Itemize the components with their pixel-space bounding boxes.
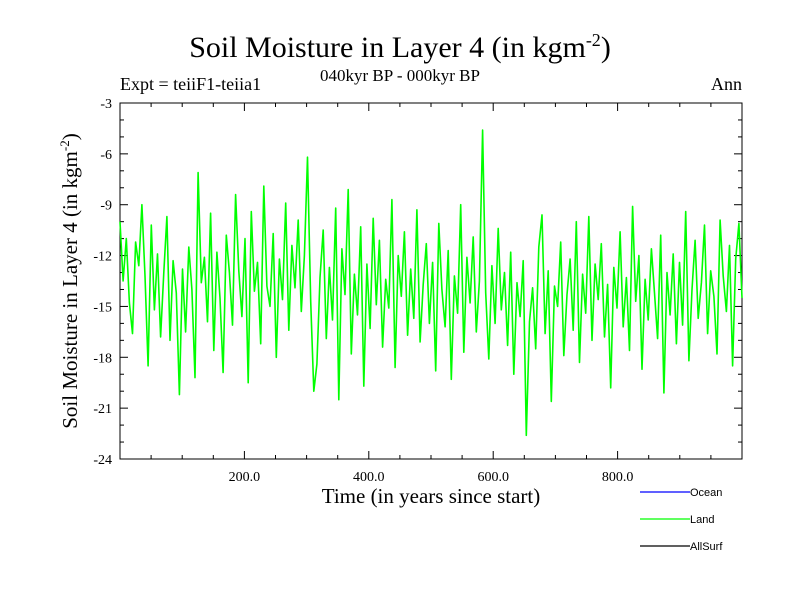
legend-label-allsurf: AllSurf xyxy=(690,541,723,553)
chart-title: Soil Moisture in Layer 4 (in kgm-2) xyxy=(0,30,800,65)
chart-title-close: ) xyxy=(600,31,611,64)
x-axis-label: Time (in years since start) xyxy=(321,484,541,508)
y-tick-label: -24 xyxy=(93,453,112,468)
y-tick-label: -18 xyxy=(93,351,112,366)
x-tick-label: 400.0 xyxy=(353,470,385,485)
legend: Ocean Land AllSurf xyxy=(640,487,723,553)
experiment-label: Expt = teiiF1-teiia1 xyxy=(120,74,262,94)
legend-label-land: Land xyxy=(690,514,714,526)
x-tick-label: 600.0 xyxy=(477,470,509,485)
chart-subtitle: 040kyr BP - 000kyr BP xyxy=(320,66,480,85)
x-tick-label: 800.0 xyxy=(602,470,634,485)
y-tick-label: -3 xyxy=(100,97,112,112)
y-tick-label: -6 xyxy=(100,148,112,163)
chart-title-exponent: -2 xyxy=(585,30,601,50)
axis-ticks: -3 -6 -9 -12 -15 -18 -21 -24 200.0 400.0 600.0 800.… xyxy=(93,97,743,485)
legend-label-ocean: Ocean xyxy=(690,487,722,499)
x-tick-label: 200.0 xyxy=(229,470,261,485)
chart-title-text: Soil Moisture in Layer 4 (in kgm xyxy=(189,31,586,64)
series-line-land xyxy=(119,129,743,437)
series-lines xyxy=(119,129,743,437)
y-tick-label: -9 xyxy=(100,199,112,214)
y-tick-label: -15 xyxy=(93,300,112,315)
y-tick-label: -12 xyxy=(93,250,112,265)
y-tick-label: -21 xyxy=(93,402,112,417)
season-label: Ann xyxy=(711,74,742,94)
